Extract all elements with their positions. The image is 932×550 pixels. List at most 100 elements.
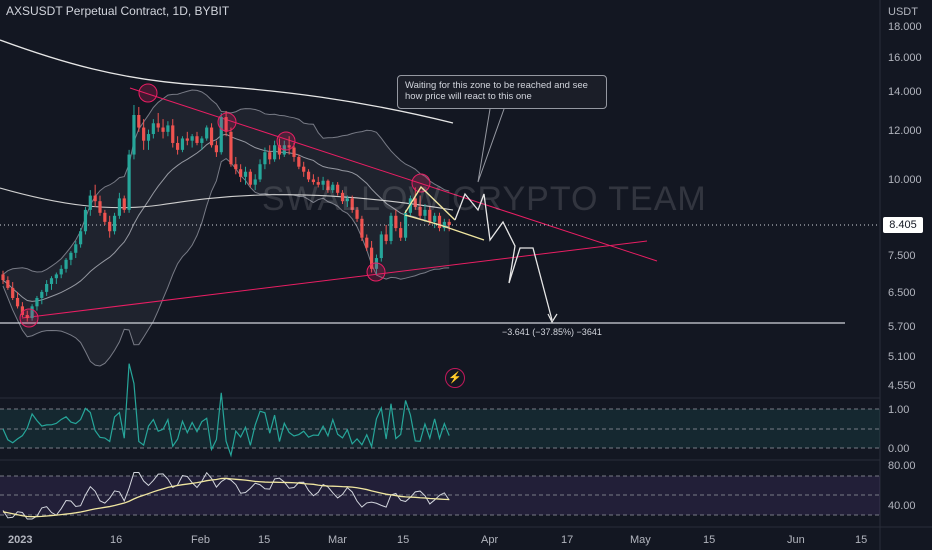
time-tick-label: Jun	[787, 534, 805, 546]
candle-body	[340, 192, 345, 202]
price-tick-label: 10.000	[888, 174, 922, 186]
candle-body	[389, 215, 393, 241]
candle-body	[108, 221, 112, 232]
candle-body	[146, 134, 151, 141]
candle-body	[224, 117, 228, 132]
candle-body	[59, 268, 63, 275]
watermark: SWALLOW CRYPTO TEAM	[262, 180, 707, 218]
candle-body	[268, 152, 272, 160]
price-tick-label: 12.000	[888, 125, 922, 137]
time-tick-label: 15	[258, 534, 270, 546]
candle-body	[287, 145, 291, 148]
candle-body	[447, 221, 451, 225]
candle-body	[11, 287, 15, 298]
price-tick-label: 16.000	[888, 52, 922, 64]
highlight-circle	[276, 131, 296, 151]
time-tick-label: May	[630, 534, 651, 546]
time-tick-label: Mar	[328, 534, 347, 546]
candle-body	[229, 131, 233, 165]
candle-body	[355, 209, 359, 219]
price-tick-label: 6.500	[888, 287, 916, 299]
candle-body	[209, 127, 214, 146]
time-tick-label: 15	[703, 534, 715, 546]
candle-body	[45, 283, 49, 292]
indicator-1-line	[2, 363, 450, 458]
candle-body	[15, 297, 20, 307]
candle-body	[161, 127, 165, 132]
candle-body	[30, 306, 34, 319]
candle-body	[151, 123, 155, 135]
price-tick-label: 18.000	[888, 21, 922, 33]
candle-body	[316, 182, 320, 185]
indicator-2-tick: 40.00	[888, 500, 916, 512]
candle-body	[137, 114, 141, 128]
time-tick-label: 15	[397, 534, 409, 546]
projection-arrowhead	[547, 313, 558, 324]
time-tick-label: 2023	[8, 534, 32, 546]
projection-path	[454, 192, 553, 321]
bollinger-lower	[2, 157, 450, 367]
candle-body	[413, 198, 417, 207]
candle-body	[132, 114, 136, 155]
current-price-tag: 8.405	[883, 217, 923, 233]
candle-body	[273, 145, 277, 160]
candle-body	[403, 212, 408, 238]
candle-body	[20, 306, 24, 315]
candle-body	[122, 198, 126, 210]
wedge-upper	[404, 185, 456, 221]
candle-body	[442, 221, 446, 229]
time-tick-label: 15	[855, 534, 867, 546]
candles	[1, 104, 451, 322]
candle-body	[166, 125, 170, 132]
candle-body	[418, 206, 422, 216]
time-tick-label: Apr	[481, 534, 498, 546]
candle-body	[345, 198, 349, 202]
price-tick-label: 7.500	[888, 250, 916, 262]
candle-body	[379, 234, 383, 259]
candle-body	[35, 297, 39, 307]
indicator-1-zone	[0, 409, 880, 448]
candle-body	[6, 280, 10, 288]
price-tick-label: 5.700	[888, 321, 916, 333]
candle-body	[103, 212, 107, 222]
candle-body	[350, 198, 354, 210]
flash-icon[interactable]: ⚡	[445, 368, 465, 388]
candle-body	[394, 215, 398, 229]
currency-label: USDT	[888, 6, 918, 18]
ma-mid	[0, 187, 454, 211]
candle-body	[79, 231, 83, 245]
candle-body	[69, 252, 73, 260]
candle-body	[219, 117, 223, 153]
candle-body	[297, 156, 301, 167]
candle-body	[176, 142, 180, 150]
candle-body	[83, 209, 88, 232]
candle-body	[248, 171, 252, 185]
callout-note[interactable]: Waiting for this zone to be reached and …	[397, 75, 607, 109]
wedge-lower	[404, 214, 485, 241]
candle-body	[200, 138, 204, 143]
highlight-circle	[138, 83, 158, 103]
candle-body	[190, 136, 194, 141]
candle-body	[98, 201, 102, 213]
candle-body	[74, 244, 78, 253]
candle-body	[370, 247, 374, 269]
candle-body	[214, 145, 218, 153]
support-trendline	[21, 240, 648, 319]
highlight-circle	[19, 308, 39, 328]
candle-body	[360, 218, 364, 238]
candle-body	[127, 154, 131, 210]
candle-body	[180, 138, 185, 150]
candle-body	[321, 180, 325, 185]
candle-body	[277, 145, 282, 155]
candle-body	[243, 171, 248, 177]
candle-body	[302, 166, 306, 172]
candle-body	[1, 274, 5, 281]
candle-body	[88, 195, 92, 210]
candle-body	[399, 228, 403, 238]
indicator-panel-2: 80.00 40.00	[0, 460, 916, 520]
candle-body	[258, 164, 262, 180]
price-tick-label: 5.100	[888, 351, 916, 363]
highlight-circle	[217, 112, 237, 132]
